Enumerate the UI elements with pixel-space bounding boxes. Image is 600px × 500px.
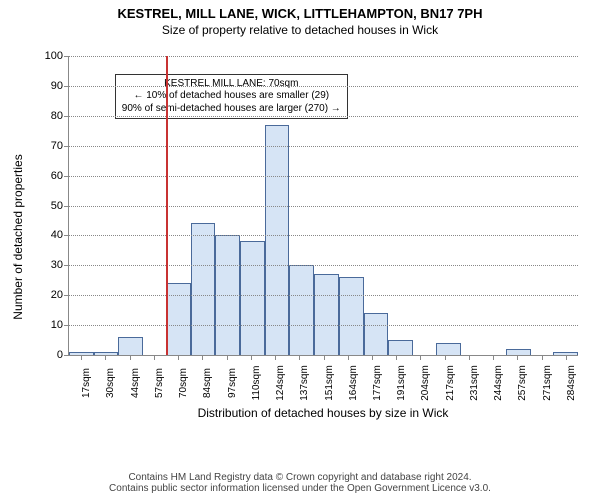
x-tick-label: 44sqm	[130, 368, 141, 398]
footnote-line1: Contains HM Land Registry data © Crown c…	[0, 472, 600, 483]
x-tick-label: 70sqm	[178, 368, 189, 398]
y-tick-mark	[64, 116, 69, 117]
x-tick-label: 177sqm	[372, 365, 383, 401]
y-tick-mark	[64, 86, 69, 87]
x-tick-label: 17sqm	[81, 368, 92, 398]
x-tick-label: 30sqm	[105, 368, 116, 398]
x-tick-mark	[469, 355, 470, 360]
annotation-line2: ← 10% of detached houses are smaller (29…	[122, 90, 341, 103]
y-tick-mark	[64, 146, 69, 147]
histogram-bar	[364, 313, 389, 355]
x-tick-label: 151sqm	[324, 365, 335, 401]
x-tick-label: 204sqm	[420, 365, 431, 401]
y-gridline	[69, 325, 578, 326]
x-tick-mark	[517, 355, 518, 360]
y-gridline	[69, 176, 578, 177]
y-gridline	[69, 295, 578, 296]
x-tick-label: 217sqm	[445, 365, 456, 401]
plot-area: KESTREL MILL LANE: 70sqm ← 10% of detach…	[68, 56, 578, 356]
x-tick-label: 57sqm	[154, 368, 165, 398]
y-gridline	[69, 86, 578, 87]
x-tick-mark	[566, 355, 567, 360]
reference-line	[166, 56, 168, 355]
histogram-bar	[339, 277, 364, 355]
histogram-bar	[191, 223, 216, 355]
x-tick-mark	[348, 355, 349, 360]
y-gridline	[69, 206, 578, 207]
x-tick-label: 97sqm	[227, 368, 238, 398]
chart-footnote: Contains HM Land Registry data © Crown c…	[0, 472, 600, 494]
y-axis-label: Number of detached properties	[11, 154, 25, 319]
y-tick-mark	[64, 325, 69, 326]
x-tick-mark	[275, 355, 276, 360]
x-tick-label: 244sqm	[493, 365, 504, 401]
chart-subtitle: Size of property relative to detached ho…	[0, 23, 600, 37]
histogram-bar	[289, 265, 314, 355]
x-axis-label: Distribution of detached houses by size …	[68, 406, 578, 420]
histogram-bar	[166, 283, 191, 355]
x-tick-mark	[493, 355, 494, 360]
y-tick-mark	[64, 265, 69, 266]
y-tick-mark	[64, 206, 69, 207]
histogram-bar	[240, 241, 265, 355]
y-gridline	[69, 56, 578, 57]
chart-title: KESTREL, MILL LANE, WICK, LITTLEHAMPTON,…	[0, 6, 600, 21]
x-tick-mark	[396, 355, 397, 360]
x-tick-mark	[154, 355, 155, 360]
chart-titles: KESTREL, MILL LANE, WICK, LITTLEHAMPTON,…	[0, 0, 600, 37]
x-tick-label: 271sqm	[542, 365, 553, 401]
x-tick-mark	[227, 355, 228, 360]
y-tick-mark	[64, 295, 69, 296]
chart-area: Number of detached properties KESTREL MI…	[32, 44, 588, 430]
y-gridline	[69, 146, 578, 147]
y-tick-mark	[64, 355, 69, 356]
x-tick-label: 191sqm	[396, 365, 407, 401]
y-tick-mark	[64, 176, 69, 177]
x-tick-mark	[542, 355, 543, 360]
x-tick-label: 257sqm	[517, 365, 528, 401]
x-tick-label: 231sqm	[469, 365, 480, 401]
y-gridline	[69, 235, 578, 236]
x-tick-mark	[130, 355, 131, 360]
x-tick-label: 137sqm	[299, 365, 310, 401]
y-gridline	[69, 116, 578, 117]
x-tick-label: 84sqm	[202, 368, 213, 398]
x-tick-mark	[81, 355, 82, 360]
x-tick-label: 164sqm	[348, 365, 359, 401]
histogram-bar	[118, 337, 143, 355]
annotation-box: KESTREL MILL LANE: 70sqm ← 10% of detach…	[115, 74, 348, 120]
annotation-line1: KESTREL MILL LANE: 70sqm	[122, 78, 341, 91]
x-tick-mark	[324, 355, 325, 360]
histogram-bar	[314, 274, 339, 355]
histogram-bar	[388, 340, 413, 355]
footnote-line2: Contains public sector information licen…	[0, 483, 600, 494]
x-tick-mark	[372, 355, 373, 360]
x-tick-mark	[105, 355, 106, 360]
x-tick-mark	[299, 355, 300, 360]
x-tick-mark	[202, 355, 203, 360]
y-tick-mark	[64, 235, 69, 236]
x-tick-label: 124sqm	[275, 365, 286, 401]
y-gridline	[69, 265, 578, 266]
x-tick-mark	[445, 355, 446, 360]
x-tick-label: 110sqm	[251, 366, 262, 401]
histogram-bar	[436, 343, 461, 355]
x-tick-mark	[178, 355, 179, 360]
x-tick-label: 284sqm	[566, 365, 577, 401]
x-tick-mark	[420, 355, 421, 360]
annotation-line3: 90% of semi-detached houses are larger (…	[122, 103, 341, 116]
x-tick-mark	[251, 355, 252, 360]
histogram-bar	[265, 125, 290, 355]
y-tick-mark	[64, 56, 69, 57]
